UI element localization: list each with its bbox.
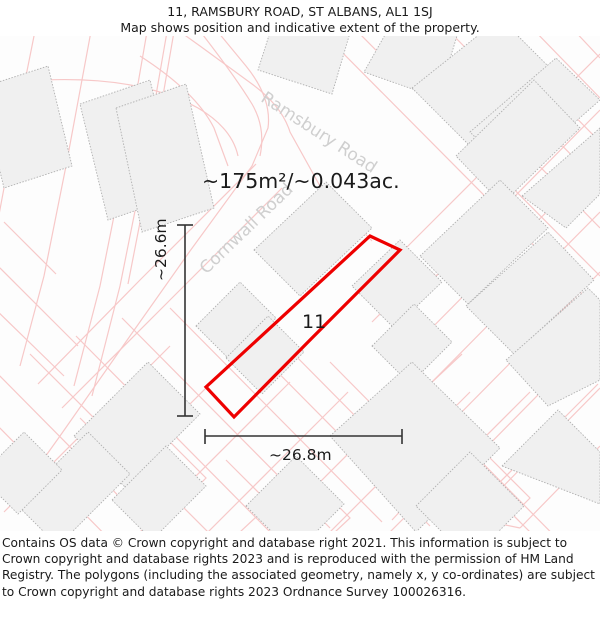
footer: Contains OS data © Crown copyright and d… [0,531,600,600]
building-footprints [0,36,600,531]
page-title: 11, RAMSBURY ROAD, ST ALBANS, AL1 1SJ [167,4,433,19]
copyright-text: Contains OS data © Crown copyright and d… [2,536,595,599]
page-subtitle: Map shows position and indicative extent… [120,20,480,35]
property-map[interactable]: Ramsbury Road Cornwall Road ~175m²/~0.04… [0,36,600,531]
header: 11, RAMSBURY ROAD, ST ALBANS, AL1 1SJ Ma… [0,0,600,36]
dimension-lines [177,224,403,444]
property-outline[interactable] [203,234,403,420]
map-canvas [0,36,600,531]
